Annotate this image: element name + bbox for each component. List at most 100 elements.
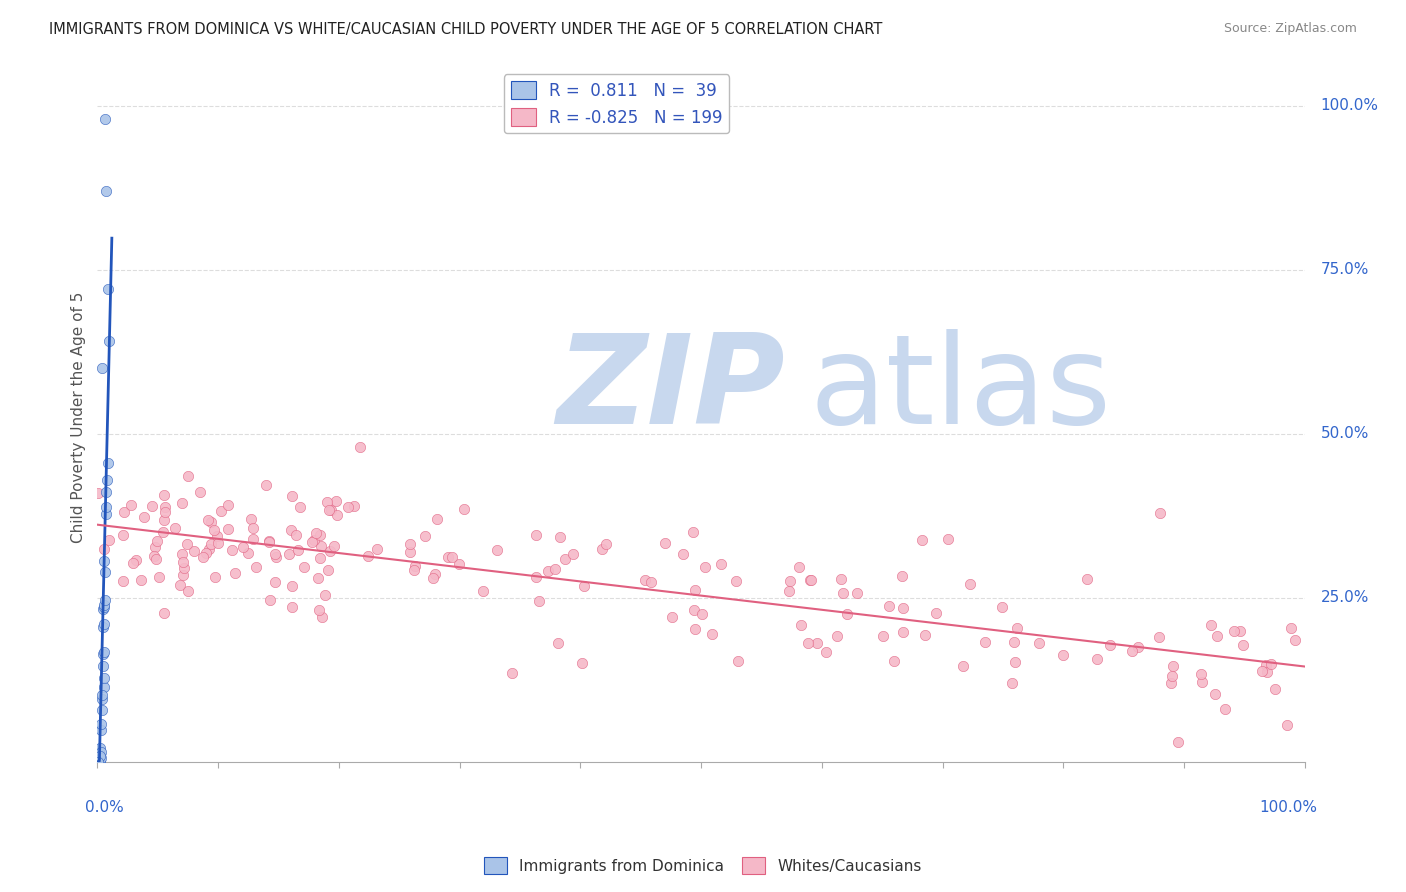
Legend: Immigrants from Dominica, Whites/Caucasians: Immigrants from Dominica, Whites/Caucasi… (478, 851, 928, 880)
Point (702, 627, 724, 641)
Point (423, 567, 446, 582)
Point (1264, 682, 1286, 697)
Point (422, 570, 444, 584)
Point (93, 602, 115, 616)
Point (96, 500, 118, 514)
Point (524, 569, 547, 583)
Point (825, 629, 848, 643)
Point (242, 521, 264, 535)
Point (404, 563, 426, 577)
Point (197, 512, 219, 526)
Point (1001, 676, 1024, 690)
Point (1085, 652, 1108, 666)
Point (654, 536, 676, 550)
Point (93, 541, 115, 556)
Point (1213, 702, 1236, 716)
Point (316, 563, 339, 577)
Point (86, 755, 108, 769)
Point (143, 541, 166, 555)
Point (146, 534, 169, 549)
Point (89, 755, 111, 769)
Point (207, 529, 229, 543)
Text: 50.0%: 50.0% (1320, 426, 1369, 442)
Point (173, 561, 195, 575)
Point (1147, 630, 1170, 644)
Point (925, 607, 948, 621)
Point (1206, 629, 1229, 643)
Point (152, 488, 174, 502)
Point (112, 527, 135, 541)
Point (1002, 635, 1025, 649)
Point (1160, 676, 1182, 690)
Point (1167, 735, 1189, 749)
Point (96, 473, 118, 487)
Point (94, 508, 117, 522)
Point (349, 440, 371, 454)
Text: ZIP: ZIP (557, 329, 785, 450)
Text: 75.0%: 75.0% (1320, 262, 1369, 277)
Point (242, 532, 264, 546)
Point (936, 532, 959, 546)
Point (112, 574, 135, 588)
Point (281, 599, 304, 614)
Point (682, 603, 704, 617)
Point (87, 755, 110, 769)
Point (259, 535, 281, 549)
Point (221, 542, 243, 557)
Point (710, 558, 733, 572)
Point (1223, 624, 1246, 638)
Point (440, 550, 463, 565)
Point (176, 537, 198, 551)
Point (94, 565, 117, 579)
Point (683, 622, 706, 636)
Point (91, 692, 114, 706)
Point (790, 618, 813, 632)
Point (309, 539, 332, 553)
Point (1121, 644, 1143, 658)
Point (148, 570, 170, 584)
Point (323, 540, 346, 554)
Text: atlas: atlas (810, 329, 1112, 450)
Point (527, 594, 550, 608)
Point (661, 610, 683, 624)
Point (132, 510, 155, 524)
Point (94, 184, 117, 198)
Point (96, 484, 118, 499)
Point (891, 624, 914, 639)
Point (91, 361, 114, 376)
Point (321, 503, 343, 517)
Point (98, 334, 121, 348)
Point (319, 544, 342, 558)
Point (141, 499, 163, 513)
Point (197, 541, 219, 556)
Point (325, 494, 347, 508)
Point (727, 654, 749, 668)
Point (1149, 506, 1171, 520)
Point (399, 537, 422, 551)
Point (263, 547, 285, 561)
Point (309, 528, 332, 542)
Point (1284, 633, 1306, 648)
Point (683, 582, 706, 597)
Point (217, 498, 239, 512)
Point (1161, 658, 1184, 673)
Point (1199, 617, 1222, 632)
Point (153, 513, 176, 527)
Point (93, 112, 115, 126)
Point (846, 585, 869, 599)
Point (1076, 572, 1098, 586)
Point (562, 547, 585, 561)
Point (1004, 655, 1026, 669)
Point (911, 533, 934, 547)
Point (366, 542, 388, 557)
Point (595, 536, 617, 550)
Point (191, 550, 214, 565)
Point (281, 579, 304, 593)
Point (194, 546, 217, 560)
Point (572, 579, 595, 593)
Point (486, 543, 509, 558)
Legend: R =  0.811   N =  39, R = -0.825   N = 199: R = 0.811 N = 39, R = -0.825 N = 199 (503, 74, 730, 134)
Point (188, 484, 211, 499)
Point (264, 549, 287, 564)
Point (891, 601, 914, 615)
